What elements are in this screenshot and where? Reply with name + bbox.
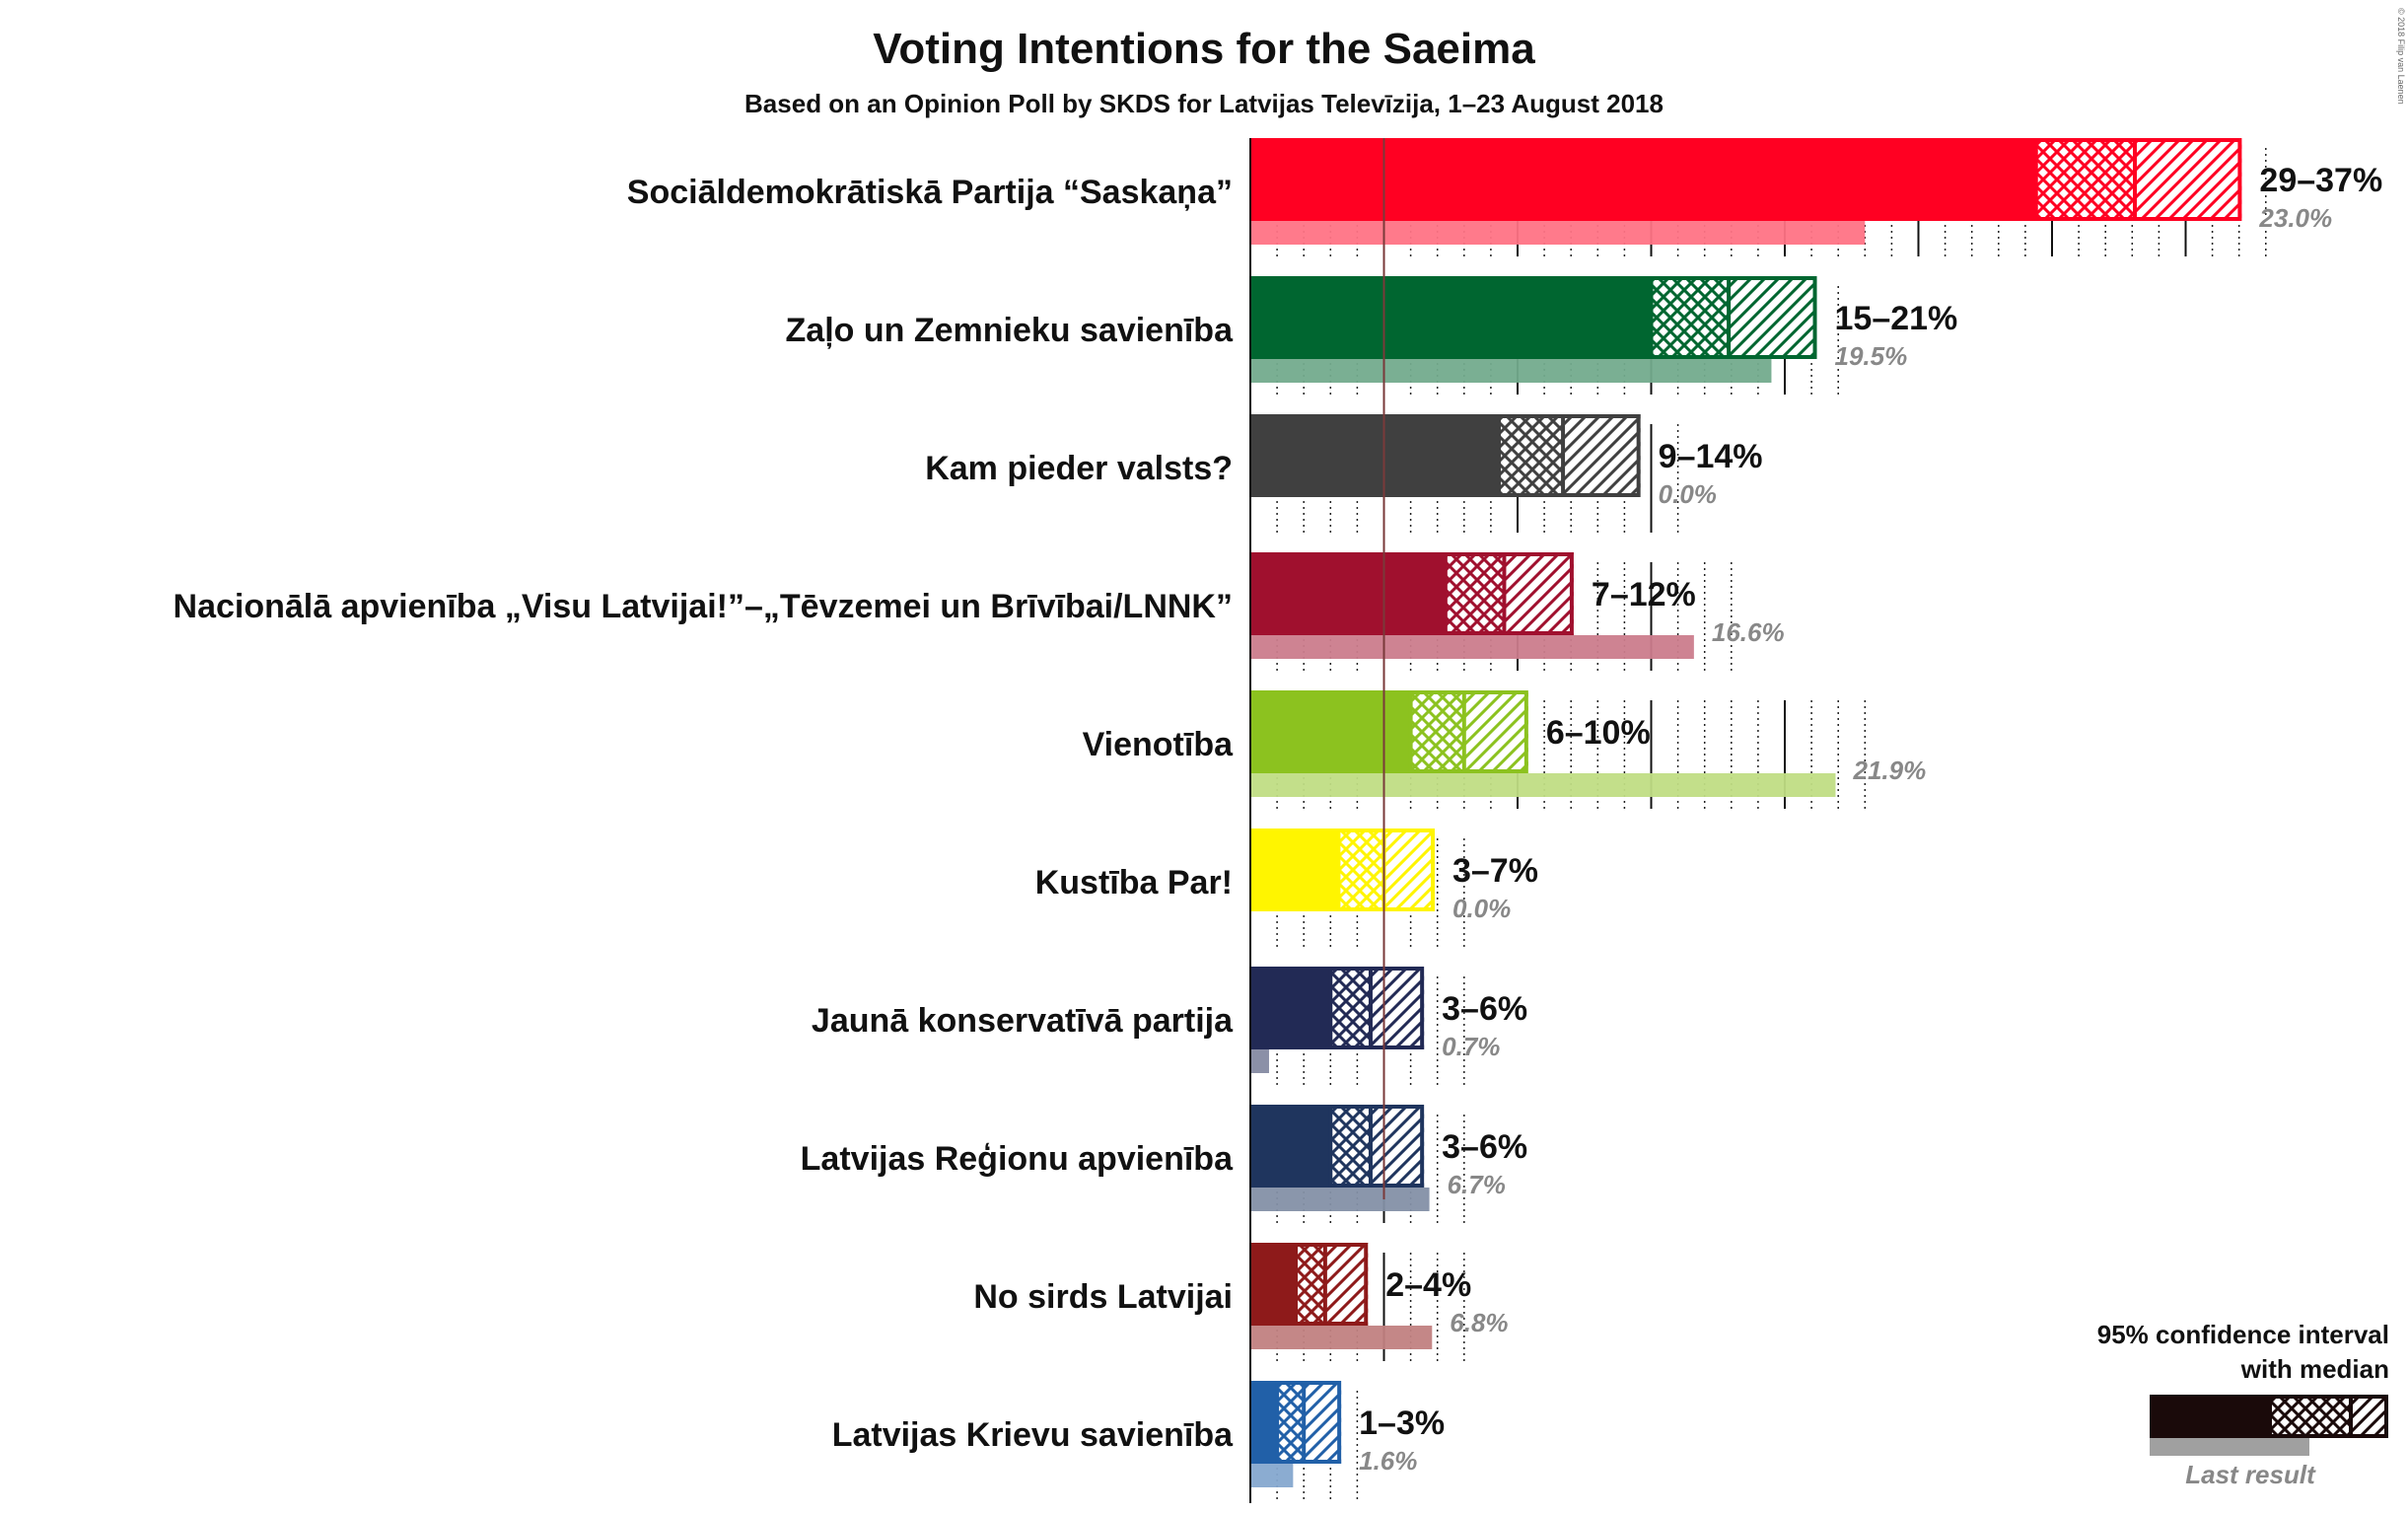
bar-ci-lower [1330, 1105, 1371, 1188]
bar-ci-outline [1443, 552, 1574, 635]
last-result-bar [1250, 635, 1694, 659]
last-result-bar [1250, 1188, 1430, 1211]
last-result-label: 6.8% [1450, 1308, 1508, 1337]
range-label: 15–21% [1835, 300, 1958, 337]
bar-ci-outline [1328, 967, 1425, 1049]
legend-title-line2: with median [2240, 1354, 2389, 1384]
bar-ci-upper [1370, 967, 1425, 1049]
bar-ci-upper [1563, 414, 1641, 497]
bar-ci-upper [1383, 829, 1435, 911]
bars-layer: Sociāldemokrātiskā Partija “Saskaņa” 29–3… [174, 138, 2382, 1503]
bar-ci-outline [2033, 138, 2242, 221]
bar-ci-lower [1296, 1243, 1325, 1326]
range-label: 6–10% [1546, 714, 1651, 752]
last-result-label: 0.7% [1442, 1032, 1500, 1061]
bar-ci-lower [2035, 138, 2136, 221]
party-label: Kam pieder valsts? [925, 450, 1233, 487]
bar-ci-outline [1408, 690, 1528, 773]
legend-solid [2150, 1395, 2270, 1438]
bar-solid [1250, 138, 2036, 221]
bar-ci-outline [1497, 414, 1641, 497]
bar-ci-upper [1463, 690, 1528, 773]
range-label: 7–12% [1592, 576, 1696, 613]
last-result-bar [1250, 1049, 1269, 1073]
last-result-label: 1.6% [1359, 1446, 1417, 1476]
chart-subtitle: Based on an Opinion Poll by SKDS for Lat… [744, 89, 1664, 118]
bar-solid [1250, 690, 1411, 773]
last-result-bar [1250, 359, 1772, 383]
party-label: Vienotība [1083, 726, 1234, 763]
bar-ci-upper [1324, 1243, 1369, 1326]
range-label: 29–37% [2259, 162, 2382, 199]
party-label: No sirds Latvijai [973, 1278, 1233, 1316]
last-result-label: 19.5% [1835, 341, 1908, 371]
party-label: Sociāldemokrātiskā Partija “Saskaņa” [627, 174, 1233, 211]
range-label: 1–3% [1359, 1405, 1445, 1442]
bar-ci-lower [1499, 414, 1564, 497]
bar-ci-upper [1504, 552, 1574, 635]
bar-solid [1250, 1381, 1278, 1464]
bar-ci-upper [1304, 1381, 1342, 1464]
party-label: Nacionālā apvienība „Visu Latvijai!”–„Tē… [174, 588, 1233, 625]
legend-ci-lower [2270, 1395, 2351, 1438]
range-label: 2–4% [1385, 1266, 1471, 1304]
last-result-bar [1250, 1464, 1294, 1487]
bar-ci-lower [1338, 829, 1384, 911]
party-label: Latvijas Krievu savienība [832, 1416, 1234, 1454]
bar-ci-lower [1651, 276, 1730, 359]
bar-solid [1250, 1105, 1331, 1188]
bar-solid [1250, 967, 1331, 1049]
range-label: 9–14% [1659, 438, 1763, 475]
bar-ci-upper [1370, 1105, 1425, 1188]
bar-ci-lower [1410, 690, 1464, 773]
bar-ci-lower [1445, 552, 1505, 635]
party-label: Kustība Par! [1035, 864, 1233, 901]
bar-ci-lower [1277, 1381, 1305, 1464]
last-result-label: 6.7% [1448, 1170, 1506, 1199]
bar-ci-upper [1729, 276, 1817, 359]
bar-ci-lower [1330, 967, 1371, 1049]
bar-ci-outline [1294, 1243, 1369, 1326]
legend-last-result-label: Last result [2185, 1460, 2316, 1489]
chart-title: Voting Intentions for the Saeima [873, 25, 1535, 73]
legend-title-line1: 95% confidence interval [2097, 1320, 2389, 1349]
bar-ci-outline [1649, 276, 1817, 359]
last-result-label: 23.0% [2258, 203, 2332, 233]
bar-solid [1250, 1243, 1297, 1326]
bar-solid [1250, 414, 1500, 497]
range-label: 3–6% [1442, 1128, 1527, 1166]
bar-solid [1250, 276, 1652, 359]
last-result-label: 0.0% [1659, 479, 1717, 509]
last-result-label: 21.9% [1852, 756, 1926, 785]
bar-ci-upper [2135, 138, 2242, 221]
party-label: Jaunā konservatīvā partija [812, 1002, 1234, 1040]
bar-solid [1250, 829, 1339, 911]
legend-ci-outline [2268, 1395, 2388, 1438]
party-label: Zaļo un Zemnieku savienība [786, 312, 1235, 349]
legend: 95% confidence interval with median Last… [2097, 1320, 2389, 1489]
party-label: Latvijas Reģionu apvienība [801, 1140, 1234, 1178]
last-result-label: 16.6% [1712, 617, 1785, 647]
legend-ci-upper [2351, 1395, 2388, 1438]
range-label: 3–7% [1452, 852, 1538, 890]
bar-ci-outline [1275, 1381, 1342, 1464]
copyright-notice: © 2018 Filip van Laenen [2396, 8, 2406, 105]
legend-last-result-bar [2150, 1438, 2309, 1456]
bar-ci-outline [1328, 1105, 1425, 1188]
last-result-bar [1250, 1326, 1433, 1349]
last-result-label: 0.0% [1452, 894, 1511, 923]
range-label: 3–6% [1442, 990, 1527, 1028]
last-result-bar [1250, 773, 1836, 797]
bar-solid [1250, 552, 1446, 635]
last-result-bar [1250, 221, 1866, 245]
